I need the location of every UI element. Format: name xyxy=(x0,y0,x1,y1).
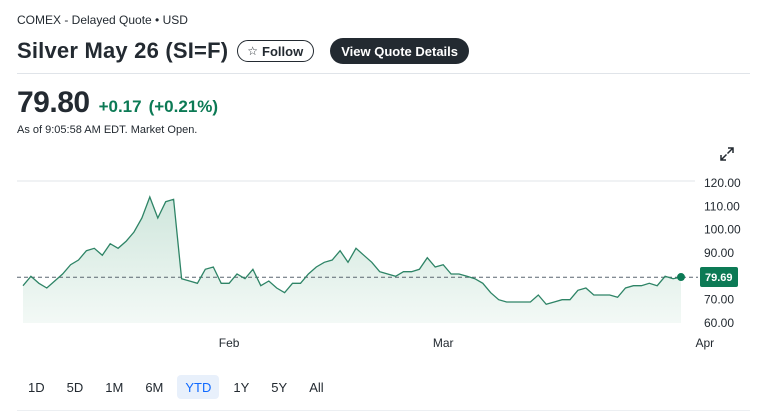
y-tick-label: 100.00 xyxy=(704,223,741,237)
follow-button[interactable]: ☆ Follow xyxy=(237,40,315,62)
y-tick-label: 120.00 xyxy=(704,176,741,190)
range-5d[interactable]: 5D xyxy=(66,379,84,395)
y-tick-label: 110.00 xyxy=(704,199,740,213)
price-change-percent: (+0.21%) xyxy=(148,97,219,116)
range-6m[interactable]: 6M xyxy=(145,379,164,395)
last-price-dot xyxy=(677,273,685,282)
range-all[interactable]: All xyxy=(309,379,324,395)
range-1y[interactable]: 1Y xyxy=(233,379,250,395)
x-axis: Feb Mar Apr xyxy=(219,336,714,350)
view-quote-details-button[interactable]: View Quote Details xyxy=(330,38,469,64)
y-tick-label: 70.00 xyxy=(704,293,734,307)
range-ytd[interactable]: YTD xyxy=(177,375,220,399)
title-row: Silver May 26 (SI=F) ☆ Follow View Quote… xyxy=(17,37,469,65)
quote-summary: 79.80 +0.17 (+0.21%) xyxy=(17,86,218,120)
star-icon: ☆ xyxy=(247,44,259,58)
range-selector: 1D 5D 1M 6M YTD 1Y 5Y All xyxy=(20,375,338,399)
last-price-badge: 79.69 xyxy=(700,267,738,288)
range-1m[interactable]: 1M xyxy=(105,379,124,395)
price-line xyxy=(22,195,682,306)
last-price-label: 79.69 xyxy=(705,272,733,284)
range-5y[interactable]: 5Y xyxy=(271,379,288,395)
current-price: 79.80 xyxy=(17,86,90,119)
follow-label: Follow xyxy=(262,43,304,59)
header-divider xyxy=(17,73,750,74)
price-change: +0.17 xyxy=(98,97,142,116)
range-1d[interactable]: 1D xyxy=(28,379,45,395)
x-tick-label: Mar xyxy=(433,336,454,350)
x-tick-label: Feb xyxy=(219,336,240,350)
page-title: Silver May 26 (SI=F) xyxy=(17,38,229,63)
exchange-info: COMEX - Delayed Quote • USD xyxy=(17,13,188,27)
y-tick-label: 90.00 xyxy=(704,246,734,260)
x-tick-label: Apr xyxy=(695,336,714,350)
view-quote-details-label: View Quote Details xyxy=(341,43,458,59)
bottom-divider xyxy=(17,410,750,411)
expand-arrows-icon[interactable] xyxy=(718,145,736,163)
quote-timestamp: As of 9:05:58 AM EDT. Market Open. xyxy=(17,124,198,136)
y-tick-label: 60.00 xyxy=(704,316,734,330)
price-area xyxy=(23,197,681,323)
